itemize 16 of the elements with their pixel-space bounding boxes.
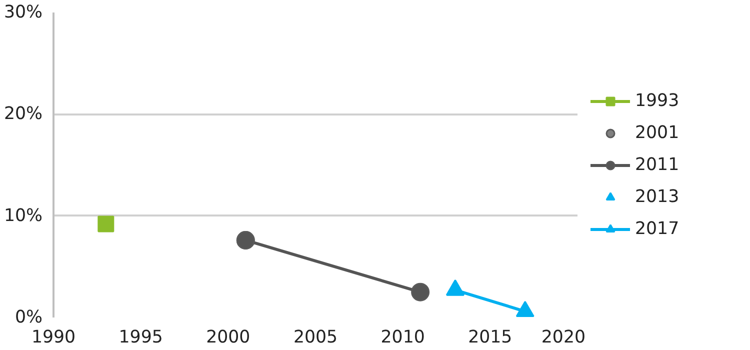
y-tick-label: 10% — [4, 206, 42, 226]
x-tick-label: 1990 — [31, 328, 76, 348]
legend-label: 2011 — [635, 154, 680, 174]
legend-label: 2001 — [635, 122, 680, 142]
x-tick-label: 2005 — [293, 328, 338, 348]
x-tick-label: 2010 — [380, 328, 425, 348]
x-tick-label: 2000 — [206, 328, 250, 348]
legend-label: 2013 — [635, 186, 680, 206]
x-tick-label: 2015 — [468, 328, 512, 348]
y-tick-label: 30% — [4, 2, 42, 22]
y-tick-label: 20% — [4, 104, 42, 124]
legend-label: 2017 — [635, 218, 680, 238]
y-tick-label: 0% — [15, 308, 43, 328]
x-tick-label: 2020 — [541, 328, 586, 348]
legend-label: 1993 — [635, 90, 680, 110]
x-tick-label: 1995 — [118, 328, 163, 348]
